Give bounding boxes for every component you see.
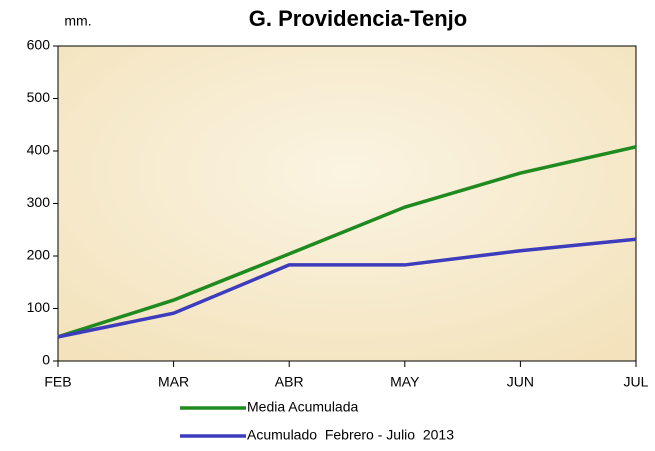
y-tick-label: 100 xyxy=(27,299,51,315)
y-tick-label: 500 xyxy=(27,89,51,105)
legend-label: Media Acumulada xyxy=(247,399,359,415)
x-tick-label: FEB xyxy=(44,374,71,390)
chart-title: G. Providencia-Tenjo xyxy=(249,6,467,31)
y-axis-label: mm. xyxy=(64,13,91,29)
x-tick-label: MAY xyxy=(390,374,420,390)
x-tick-label: JUL xyxy=(624,374,649,390)
x-tick-label: MAR xyxy=(158,374,189,390)
plot-area xyxy=(57,45,637,362)
series-line xyxy=(57,237,637,339)
legend-label: Acumulado Febrero - Julio 2013 xyxy=(247,427,454,443)
series-line xyxy=(57,145,637,339)
y-tick-label: 200 xyxy=(27,247,51,263)
x-tick-label: JUN xyxy=(507,374,534,390)
y-tick-label: 0 xyxy=(42,352,50,368)
y-tick-label: 300 xyxy=(27,194,51,210)
y-tick-label: 400 xyxy=(27,142,51,158)
x-tick-label: ABR xyxy=(275,374,304,390)
y-tick-label: 600 xyxy=(27,37,51,53)
